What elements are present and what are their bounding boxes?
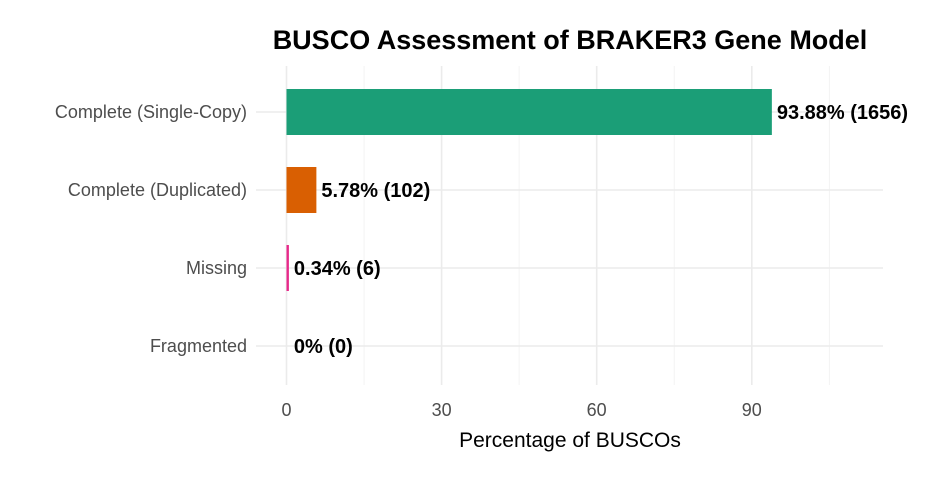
category-labels: Complete (Single-Copy) Complete (Duplicat…	[55, 102, 247, 356]
bar-value-label: 0% (0)	[294, 336, 353, 358]
x-tick-label: 30	[432, 400, 452, 420]
x-tick-label: 0	[281, 400, 291, 420]
bar-value-label: 93.88% (1656)	[777, 102, 908, 124]
x-tick-label: 90	[742, 400, 762, 420]
bar-value-label: 0.34% (6)	[294, 258, 381, 280]
data-labels: 93.88% (1656) 5.78% (102) 0.34% (6) 0% (0)	[294, 102, 908, 358]
bars	[286, 89, 772, 291]
x-tick-labels: 0 30 60 90	[281, 400, 761, 420]
category-label: Fragmented	[150, 336, 247, 356]
bar	[286, 245, 289, 291]
chart-title: BUSCO Assessment of BRAKER3 Gene Model	[273, 25, 868, 55]
category-label: Missing	[186, 258, 247, 278]
x-tick-label: 60	[587, 400, 607, 420]
x-axis-title: Percentage of BUSCOs	[459, 429, 681, 452]
category-label: Complete (Duplicated)	[68, 180, 247, 200]
bar	[286, 89, 772, 135]
bar	[286, 167, 317, 213]
category-label: Complete (Single-Copy)	[55, 102, 247, 122]
bar-value-label: 5.78% (102)	[321, 180, 430, 202]
